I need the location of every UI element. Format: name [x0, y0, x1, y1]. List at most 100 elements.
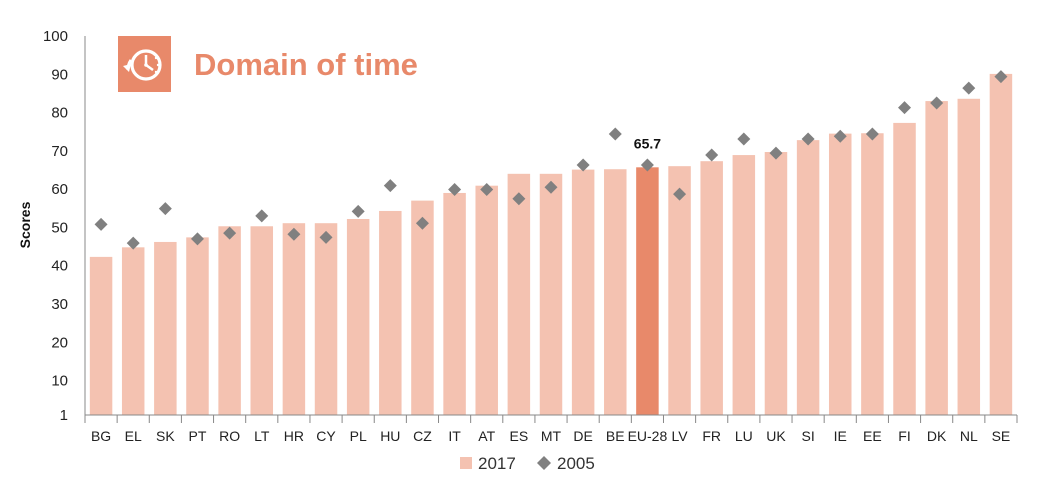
- bar-2017-bg: [89, 256, 113, 415]
- y-tick-label: 50: [51, 219, 68, 236]
- marker-2005-de: [576, 158, 590, 172]
- category-labels: BG EL SK PT RO LT HR CY PL HU CZ IT AT ES MT DE BE EU-28 L…: [91, 428, 1010, 444]
- marker-2005-el: [126, 236, 140, 250]
- category-label: EL: [125, 428, 142, 444]
- y-tick-label: 80: [51, 105, 68, 122]
- legend-marker-2005: [537, 456, 551, 470]
- category-label: DK: [927, 428, 947, 444]
- bar-2017-cz: [411, 200, 434, 415]
- bar-2017-ie: [828, 133, 852, 415]
- marker-2005-ee: [865, 127, 879, 141]
- marker-2005-si: [801, 132, 815, 146]
- bar-2017-mt: [539, 173, 563, 415]
- y-axis-label: Scores: [17, 201, 33, 248]
- category-label: LV: [672, 428, 689, 444]
- bar-2017-es: [507, 173, 531, 415]
- category-label: EU-28: [628, 428, 668, 444]
- category-label: SK: [156, 428, 175, 444]
- category-label: NL: [960, 428, 978, 444]
- category-label: FI: [898, 428, 910, 444]
- category-label: SE: [992, 428, 1011, 444]
- y-tick-label: 1: [60, 407, 68, 424]
- marker-2005-fi: [898, 101, 912, 115]
- marker-2005-eu-28: [640, 158, 654, 172]
- category-label: LT: [254, 428, 270, 444]
- legend-label-2017: 2017: [478, 454, 516, 473]
- marker-2005-be: [608, 127, 622, 141]
- marker-2005-at: [480, 183, 494, 197]
- bar-2017-fi: [893, 122, 916, 415]
- category-label: IT: [448, 428, 461, 444]
- bar-2017-se: [989, 73, 1013, 416]
- category-label: HU: [380, 428, 400, 444]
- marker-2005-bg: [94, 217, 108, 231]
- marker-2005-lv: [673, 187, 687, 201]
- markers-2005: [94, 70, 1008, 250]
- y-tick-label: 60: [51, 181, 68, 198]
- y-tick-label: 30: [51, 296, 68, 313]
- marker-2005-hu: [383, 179, 397, 193]
- bar-2017-lu: [732, 155, 756, 415]
- marker-2005-cz: [415, 216, 429, 230]
- bar-2017-ee: [861, 133, 884, 415]
- category-label: AT: [478, 428, 495, 444]
- category-label: PL: [350, 428, 367, 444]
- bar-2017-nl: [957, 98, 981, 415]
- y-tick-label: 100: [43, 28, 68, 45]
- stopwatch-icon: [118, 36, 171, 92]
- marker-2005-it: [448, 183, 462, 197]
- category-label: HR: [284, 428, 304, 444]
- category-label: CZ: [413, 428, 432, 444]
- category-label: PT: [189, 428, 207, 444]
- category-label: SI: [801, 428, 814, 444]
- bar-2017-ro: [218, 226, 241, 415]
- marker-2005-hr: [287, 227, 301, 241]
- legend: 2017 2005: [460, 454, 595, 473]
- legend-swatch-2017: [460, 457, 472, 469]
- marker-2005-pt: [190, 232, 204, 246]
- category-label: MT: [541, 428, 562, 444]
- marker-2005-sk: [158, 202, 172, 216]
- bars-2017: [89, 73, 1013, 416]
- bar-2017-it: [443, 192, 466, 415]
- category-label: RO: [219, 428, 240, 444]
- bar-2017-at: [475, 185, 498, 415]
- category-label: BE: [606, 428, 625, 444]
- category-label: ES: [510, 428, 529, 444]
- marker-2005-nl: [962, 81, 976, 95]
- bar-2017-el: [121, 247, 145, 415]
- category-label: LU: [735, 428, 753, 444]
- y-tick-label: 40: [51, 258, 68, 275]
- marker-2005-lu: [737, 132, 751, 146]
- marker-2005-uk: [769, 146, 783, 160]
- category-label: CY: [316, 428, 336, 444]
- bar-2017-dk: [925, 101, 948, 415]
- bar-2017-uk: [764, 151, 788, 416]
- bar-2017-hr: [282, 223, 306, 415]
- bar-2017-pl: [346, 218, 370, 415]
- category-label: IE: [834, 428, 847, 444]
- bar-2017-hu: [379, 210, 402, 415]
- marker-2005-cy: [319, 230, 333, 244]
- category-label: EE: [863, 428, 882, 444]
- bar-2017-sk: [154, 241, 177, 415]
- bar-2017-eu-28: [636, 167, 659, 415]
- category-label: DE: [573, 428, 592, 444]
- marker-2005-ie: [833, 129, 847, 143]
- eu28-data-label: 65.7: [634, 135, 661, 151]
- chart-title: Domain of time: [194, 47, 418, 82]
- marker-2005-lt: [255, 209, 269, 223]
- y-tick-label: 20: [51, 334, 68, 351]
- bar-2017-fr: [700, 161, 723, 415]
- bar-2017-pt: [186, 237, 209, 415]
- category-label: FR: [702, 428, 721, 444]
- category-label: UK: [766, 428, 786, 444]
- axes: [84, 36, 1018, 423]
- marker-2005-pl: [351, 204, 365, 218]
- bar-2017-cy: [314, 223, 338, 415]
- bar-2017-lv: [668, 166, 691, 415]
- bar-2017-lt: [250, 226, 274, 415]
- marker-2005-ro: [223, 226, 237, 240]
- y-axis-ticks: 1 10 20 30 40 50 60 70 80 90 100: [43, 28, 68, 424]
